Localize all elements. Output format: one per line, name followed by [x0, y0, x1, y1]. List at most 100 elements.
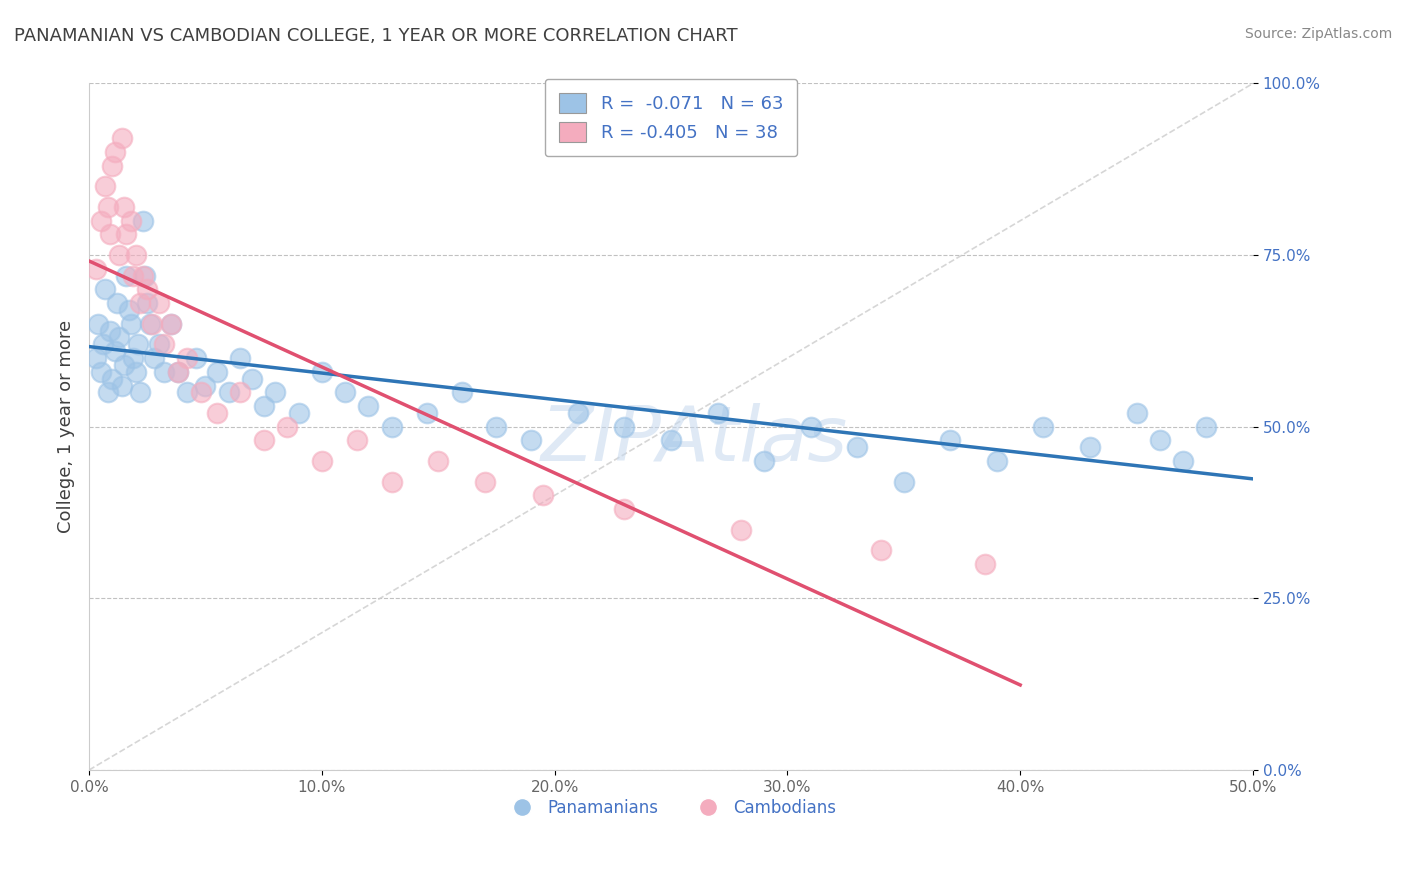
- Point: [659, 434, 682, 448]
- Point: [112, 200, 135, 214]
- Point: [120, 317, 142, 331]
- Point: [159, 317, 181, 331]
- Point: [129, 385, 152, 400]
- Text: Source: ZipAtlas.com: Source: ZipAtlas.com: [1244, 27, 1392, 41]
- Text: ZIPAtlas: ZIPAtlas: [541, 403, 848, 477]
- Point: [120, 213, 142, 227]
- Point: [166, 365, 188, 379]
- Point: [143, 351, 166, 365]
- Point: [127, 337, 149, 351]
- Point: [427, 454, 450, 468]
- Point: [117, 303, 139, 318]
- Text: PANAMANIAN VS CAMBODIAN COLLEGE, 1 YEAR OR MORE CORRELATION CHART: PANAMANIAN VS CAMBODIAN COLLEGE, 1 YEAR …: [14, 27, 738, 45]
- Point: [91, 337, 114, 351]
- Point: [276, 419, 298, 434]
- Point: [381, 475, 404, 489]
- Point: [939, 434, 962, 448]
- Point: [122, 268, 145, 283]
- Point: [730, 523, 752, 537]
- Point: [115, 268, 138, 283]
- Point: [253, 399, 276, 413]
- Point: [287, 406, 309, 420]
- Point: [893, 475, 915, 489]
- Point: [98, 324, 121, 338]
- Point: [229, 385, 252, 400]
- Point: [105, 296, 128, 310]
- Point: [1125, 406, 1147, 420]
- Point: [381, 419, 404, 434]
- Point: [531, 488, 554, 502]
- Point: [124, 248, 146, 262]
- Point: [240, 372, 263, 386]
- Point: [706, 406, 728, 420]
- Point: [520, 434, 543, 448]
- Point: [124, 365, 146, 379]
- Point: [108, 248, 131, 262]
- Point: [98, 227, 121, 242]
- Point: [111, 131, 134, 145]
- Point: [1171, 454, 1194, 468]
- Point: [112, 358, 135, 372]
- Point: [159, 317, 181, 331]
- Point: [474, 475, 496, 489]
- Point: [752, 454, 775, 468]
- Point: [450, 385, 472, 400]
- Point: [131, 268, 153, 283]
- Point: [986, 454, 1008, 468]
- Point: [90, 213, 112, 227]
- Point: [129, 296, 152, 310]
- Point: [846, 440, 869, 454]
- Point: [485, 419, 508, 434]
- Point: [205, 406, 228, 420]
- Point: [94, 179, 117, 194]
- Point: [333, 385, 356, 400]
- Point: [194, 378, 217, 392]
- Point: [152, 365, 174, 379]
- Point: [136, 282, 159, 296]
- Point: [136, 296, 159, 310]
- Point: [104, 344, 127, 359]
- Point: [229, 351, 252, 365]
- Point: [974, 557, 997, 571]
- Point: [567, 406, 589, 420]
- Point: [101, 372, 124, 386]
- Point: [131, 213, 153, 227]
- Point: [1032, 419, 1054, 434]
- Point: [311, 365, 333, 379]
- Point: [148, 296, 170, 310]
- Point: [166, 365, 188, 379]
- Point: [141, 317, 163, 331]
- Point: [1195, 419, 1218, 434]
- Point: [148, 337, 170, 351]
- Point: [1078, 440, 1101, 454]
- Point: [186, 351, 208, 365]
- Point: [84, 351, 107, 365]
- Point: [176, 385, 198, 400]
- Point: [152, 337, 174, 351]
- Point: [1149, 434, 1171, 448]
- Point: [101, 159, 124, 173]
- Point: [613, 502, 636, 516]
- Point: [108, 330, 131, 344]
- Point: [253, 434, 276, 448]
- Point: [90, 365, 112, 379]
- Point: [311, 454, 333, 468]
- Point: [84, 261, 107, 276]
- Point: [800, 419, 823, 434]
- Point: [134, 268, 156, 283]
- Point: [176, 351, 198, 365]
- Point: [122, 351, 145, 365]
- Point: [415, 406, 437, 420]
- Point: [869, 543, 891, 558]
- Point: [205, 365, 228, 379]
- Point: [97, 200, 120, 214]
- Point: [346, 434, 368, 448]
- Point: [218, 385, 240, 400]
- Legend: Panamanians, Cambodians: Panamanians, Cambodians: [499, 792, 844, 823]
- Point: [97, 385, 120, 400]
- Point: [264, 385, 287, 400]
- Point: [613, 419, 636, 434]
- Point: [138, 317, 160, 331]
- Point: [104, 145, 127, 160]
- Point: [111, 378, 134, 392]
